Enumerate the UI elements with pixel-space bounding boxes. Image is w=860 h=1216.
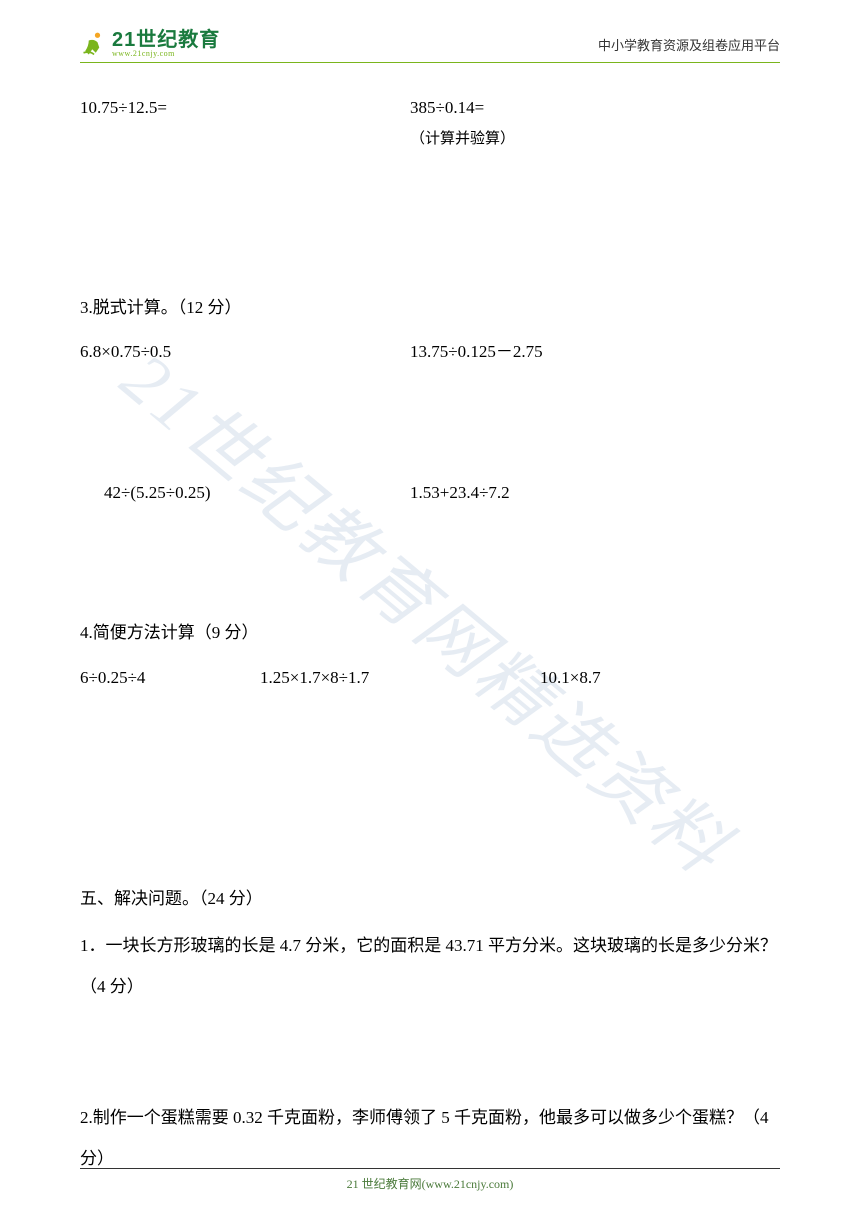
problem-text: 42÷(5.25÷0.25) <box>80 478 410 509</box>
page-header: 21世纪教育 www.21cnjy.com 中小学教育资源及组卷应用平台 <box>80 30 780 63</box>
problem-row: 10.75÷12.5= 385÷0.14= （计算并验算） <box>80 93 780 153</box>
section-3-title: 3.脱式计算。（12 分） <box>80 293 780 324</box>
section-4-title: 4.简便方法计算（9 分） <box>80 618 780 649</box>
problem-text: 10.1×8.7 <box>540 663 780 694</box>
logo: 21世纪教育 www.21cnjy.com <box>80 30 220 58</box>
section-5-title: 五、解决问题。（24 分） <box>80 884 780 915</box>
problem-text: 1.25×1.7×8÷1.7 <box>260 663 540 694</box>
logo-text: 21世纪教育 www.21cnjy.com <box>112 30 220 58</box>
problem-row: 6.8×0.75÷0.5 13.75÷0.125－2.75 <box>80 337 780 368</box>
question-1: 1．一块长方形玻璃的长是 4.7 分米，它的面积是 43.71 平方分米。这块玻… <box>80 926 780 1008</box>
logo-sub-text: www.21cnjy.com <box>112 50 220 58</box>
problem-row: 6÷0.25÷4 1.25×1.7×8÷1.7 10.1×8.7 <box>80 663 780 694</box>
runner-icon <box>80 30 108 58</box>
problem-text: 1.53+23.4÷7.2 <box>410 478 780 509</box>
page-footer: 21 世纪教育网(www.21cnjy.com) <box>80 1168 780 1192</box>
document-content: 10.75÷12.5= 385÷0.14= （计算并验算） 3.脱式计算。（12… <box>80 93 780 1179</box>
verify-note: （计算并验算） <box>410 126 780 153</box>
page-container: 21世纪教育 www.21cnjy.com 中小学教育资源及组卷应用平台 21世… <box>0 0 860 1216</box>
logo-main-text: 21世纪教育 <box>112 30 220 50</box>
problem-text: 6.8×0.75÷0.5 <box>80 337 410 368</box>
problem-text: 385÷0.14= （计算并验算） <box>410 93 780 153</box>
header-platform-text: 中小学教育资源及组卷应用平台 <box>598 35 780 54</box>
problem-expression: 385÷0.14= <box>410 93 780 124</box>
problem-text: 10.75÷12.5= <box>80 93 410 153</box>
problem-text: 13.75÷0.125－2.75 <box>410 337 780 368</box>
problem-text: 6÷0.25÷4 <box>80 663 260 694</box>
problem-row: 42÷(5.25÷0.25) 1.53+23.4÷7.2 <box>80 478 780 509</box>
